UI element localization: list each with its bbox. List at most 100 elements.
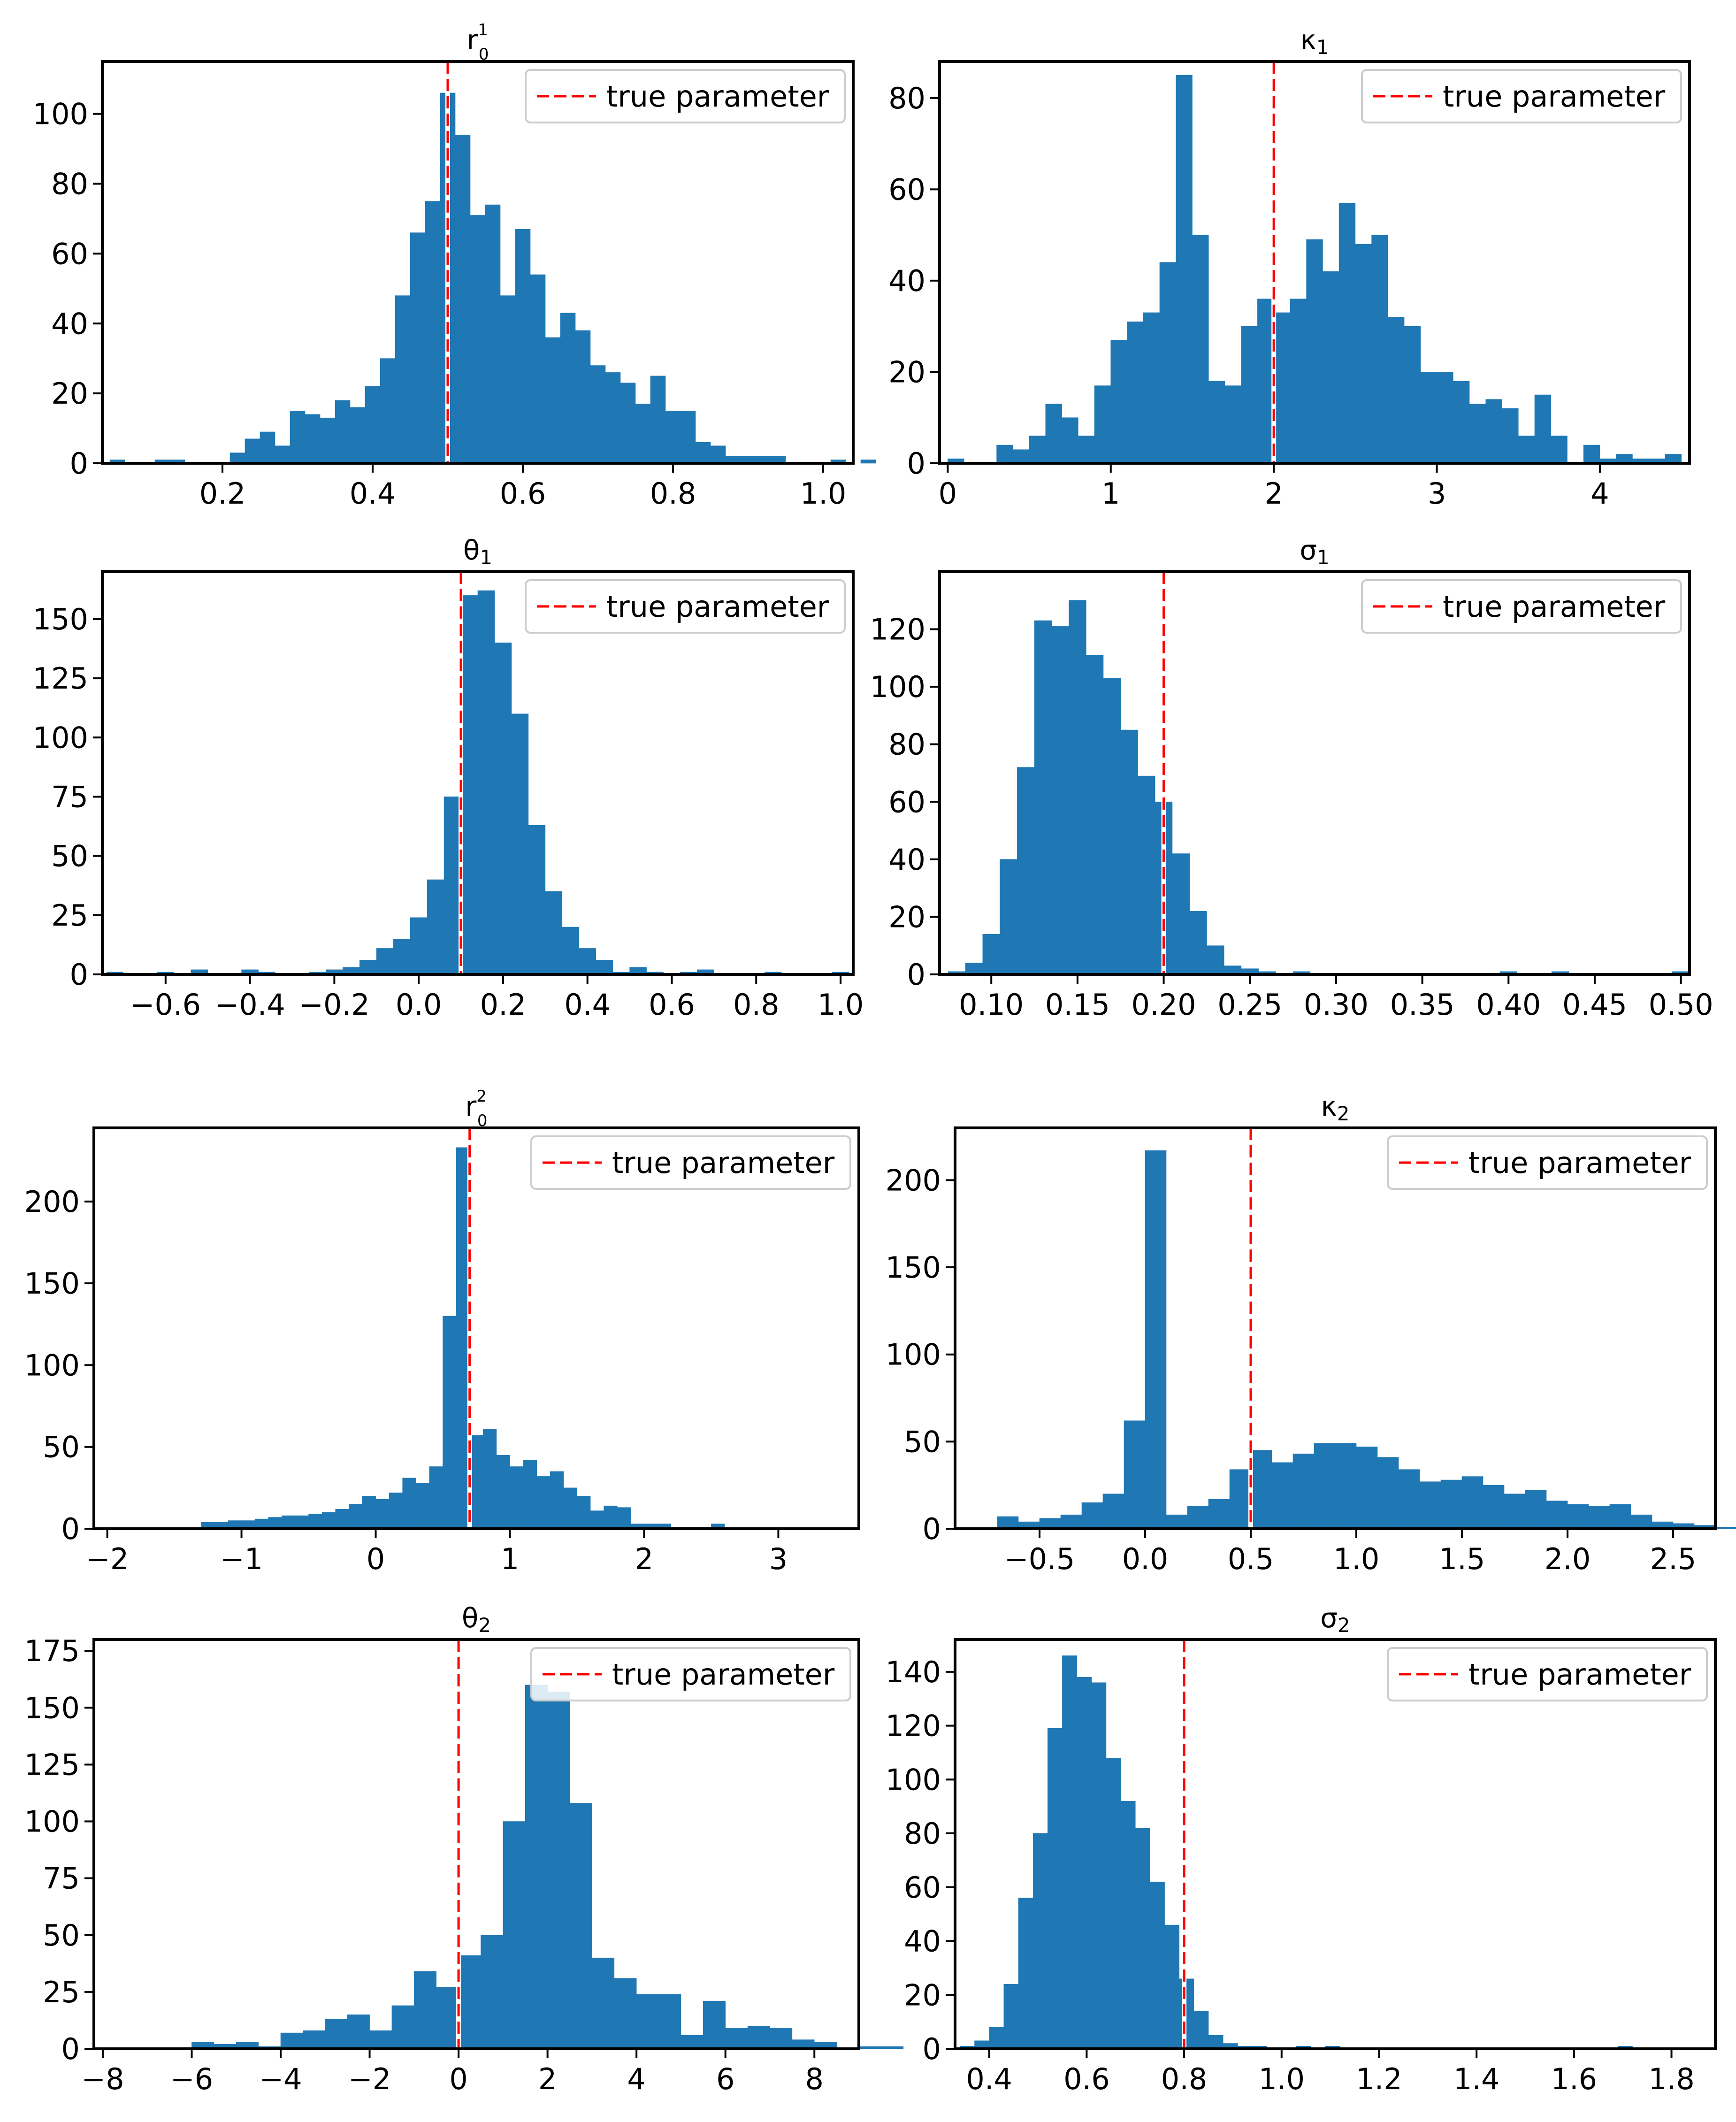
bar [1257,299,1274,464]
legend-label: true parameter [1468,1146,1691,1180]
bar [770,2028,793,2049]
bar [1102,1494,1124,1529]
bar [1355,244,1372,464]
bar [1715,1526,1736,1529]
bar [1034,620,1052,975]
legend-box [1387,1647,1708,1701]
x-tick-label: 4 [1591,476,1609,511]
y-tick-label: 60 [888,785,925,819]
x-tick-label: 0.8 [1161,2062,1208,2096]
y-tick-label: 20 [51,376,88,411]
panel-theta_1: −0.6 −0.4 −0.2 0.0 0.2 0.4 0.6 0.8 1.0 0 25 50 75 100… [33,534,864,1022]
y-tick-label: 20 [888,900,925,934]
bar [359,960,377,975]
bars [948,600,1690,975]
bar [1077,1677,1092,2049]
bar [1338,203,1356,464]
bar [1192,235,1209,464]
x-tick-label: 0.8 [650,476,696,511]
title-symbol: r [467,24,478,56]
panel-r0_1: 0.2 0.4 0.6 0.8 1.0 0 20 40 60 80 100 r1 0 true param… [33,21,876,511]
bar [280,2032,303,2049]
axes-frame [101,570,855,976]
bar [579,948,596,975]
legend-box [525,69,846,123]
legend: true parameter [1361,69,1682,123]
x-tick-label: 2 [635,1542,653,1576]
legend-label: true parameter [1443,590,1666,624]
bar [510,1466,524,1529]
bar [1534,394,1552,464]
bar [590,365,606,464]
title-subscript: 2 [1337,1102,1350,1125]
y-tick-label: 200 [886,1163,941,1197]
bar [1271,1462,1293,1529]
bar [376,948,394,975]
y-tick-label: 20 [888,355,925,389]
bar [1150,1882,1165,2049]
title-superscript: 1 [478,21,488,39]
y-tick-label: 80 [904,1816,941,1851]
bar [1120,729,1138,975]
legend-box [1387,1135,1708,1190]
bar [380,358,396,464]
bar [1469,404,1486,464]
bar [1145,1150,1167,1529]
y-tick-label: 100 [870,670,925,704]
panel-sigma_1: 0.10 0.15 0.20 0.25 0.30 0.35 0.40 0.45 0.50 0 20 4… [870,534,1713,1022]
bar [1172,853,1190,975]
bar [350,407,366,464]
bar [393,938,411,975]
legend: true parameter [1361,579,1682,634]
x-tick-label: 2 [1264,476,1283,511]
bars [960,1655,1633,2049]
bar [425,201,441,464]
bar [604,1505,618,1529]
bar [410,917,428,975]
x-tick-label: 0.2 [480,988,527,1022]
y-tick-label: 80 [888,728,925,762]
bar [1306,239,1323,464]
x-tick-label: 0.6 [1063,2062,1110,2096]
bars [997,1150,1736,1529]
x-tick-label: 0.4 [350,476,396,511]
title-subscript: 1 [480,546,492,569]
bar [1103,678,1121,975]
bar [500,295,516,464]
bar [982,934,1000,975]
y-tick-label: 100 [24,1348,80,1382]
bar [229,452,245,464]
panel-title: θ1 [463,534,492,569]
bar [1062,1655,1077,2049]
bar [636,1994,659,2049]
bar [429,1466,443,1529]
bar [1164,1924,1179,2049]
bar [1420,372,1437,464]
panel-title: κ2 [1321,1090,1350,1125]
y-tick-label: 140 [886,1655,941,1689]
bar [436,1987,459,2049]
bar [1567,1504,1589,1529]
x-tick-label: 1.0 [1258,2062,1305,2096]
y-tick-label: 60 [888,172,925,207]
bar [658,1994,681,2049]
title-subscript: 0 [477,1111,488,1130]
bar [1440,1479,1462,1529]
bar [1110,340,1127,464]
bar [245,438,260,464]
y-tick-label: 40 [51,306,88,341]
bar [402,1478,416,1529]
y-tick-label: 60 [904,1870,941,1905]
bar [577,1495,591,1529]
y-tick-label: 75 [43,1862,80,1896]
bar [703,2000,726,2049]
panel-sigma_2: 0.4 0.6 0.8 1.0 1.2 1.4 1.6 1.8 0 20 40 60 80 100 120 1… [886,1602,1717,2096]
bar [1069,600,1086,975]
y-tick-label: 40 [888,264,925,298]
bar [460,595,478,975]
bar [881,2046,904,2049]
bar [308,1514,322,1529]
bar [1388,317,1405,464]
